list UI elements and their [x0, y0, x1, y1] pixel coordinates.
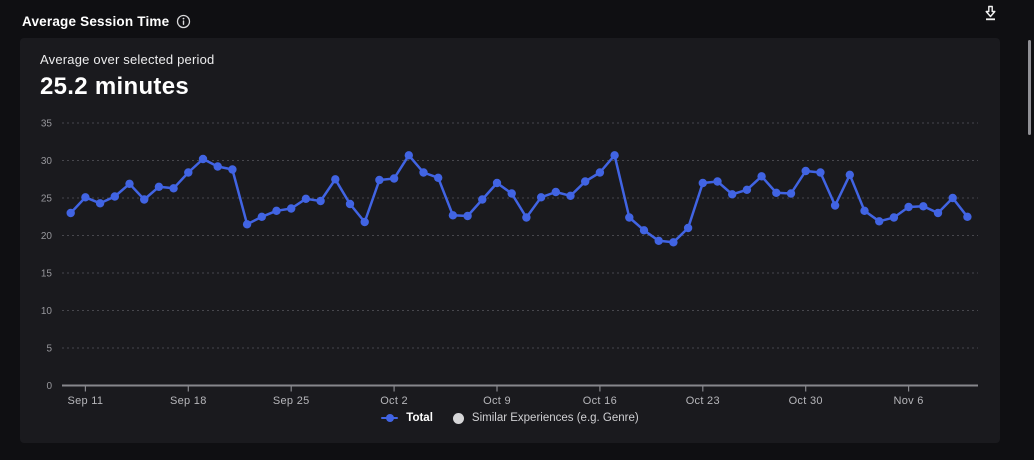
svg-text:20: 20: [41, 231, 53, 242]
svg-text:5: 5: [46, 344, 52, 355]
svg-text:10: 10: [41, 306, 53, 317]
session-time-card: Average over selected period 25.2 minute…: [20, 38, 1000, 443]
svg-text:Oct 16: Oct 16: [583, 395, 617, 407]
svg-text:Sep 11: Sep 11: [67, 395, 103, 407]
legend-item-total[interactable]: Total: [381, 412, 433, 424]
summary-label: Average over selected period: [40, 52, 215, 67]
info-icon[interactable]: [176, 14, 191, 29]
summary-block: Average over selected period 25.2 minute…: [40, 52, 214, 101]
svg-text:Oct 30: Oct 30: [789, 395, 823, 407]
chart-header: Average Session Time: [22, 14, 1004, 29]
legend-item-similar-experiences[interactable]: Similar Experiences (e.g. Genre): [452, 412, 639, 424]
similar-experiences-marker-icon: [452, 412, 464, 424]
svg-text:Sep 18: Sep 18: [170, 395, 207, 407]
svg-text:Oct 23: Oct 23: [686, 395, 720, 407]
svg-text:Sep 25: Sep 25: [273, 395, 310, 407]
chart-area: 0 5 10 15 20 25 30 35 Sep 11 Sep 18 Sep 25 Oct 2 Oct…: [24, 108, 992, 408]
chart-legend: Total Similar Experiences (e.g. Genre): [20, 412, 1000, 424]
svg-text:15: 15: [41, 269, 53, 280]
legend-label-total: Total: [406, 412, 433, 424]
svg-text:0: 0: [46, 381, 52, 392]
svg-text:Nov 6: Nov 6: [893, 395, 923, 407]
svg-text:35: 35: [41, 119, 53, 130]
session-time-line-chart[interactable]: 0 5 10 15 20 25 30 35 Sep 11 Sep 18 Sep 25 Oct 2 Oct…: [24, 108, 992, 408]
svg-text:Oct 9: Oct 9: [483, 395, 511, 407]
total-series-marker-icon: [381, 414, 399, 423]
svg-text:30: 30: [41, 156, 53, 167]
svg-text:25: 25: [41, 194, 53, 205]
svg-text:Oct 2: Oct 2: [380, 395, 408, 407]
download-icon: [983, 5, 998, 24]
legend-label-similar-experiences: Similar Experiences (e.g. Genre): [471, 412, 639, 424]
page-title: Average Session Time: [22, 14, 170, 29]
summary-value: 25.2 minutes: [40, 73, 189, 100]
download-button[interactable]: [978, 2, 1002, 26]
vertical-scrollbar-thumb[interactable]: [1028, 40, 1031, 135]
